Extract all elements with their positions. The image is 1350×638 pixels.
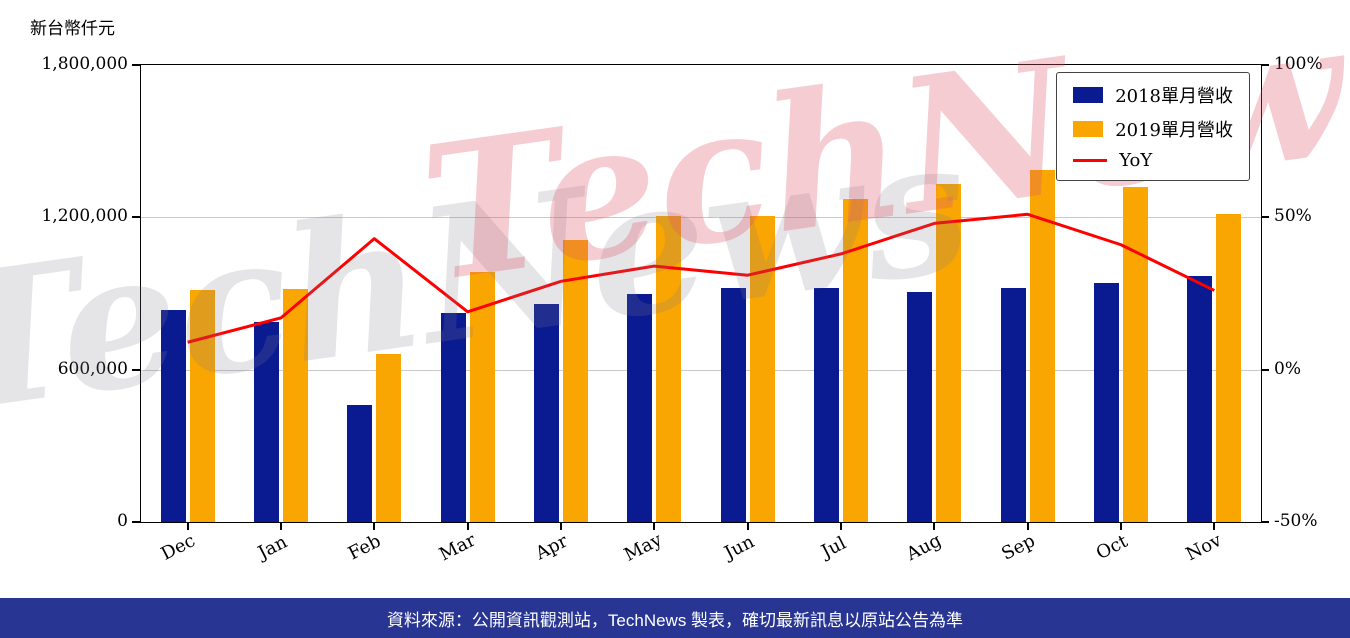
gridline: [141, 369, 1261, 371]
x-axis-tick-label: Oct: [1092, 530, 1132, 565]
bar-2019單月營收-Aug: [936, 184, 962, 522]
x-axis-tick-label: May: [621, 529, 666, 566]
x-axis-tick: [560, 522, 562, 530]
bar-2019單月營收-Dec: [189, 290, 215, 522]
x-axis-tick: [1026, 522, 1029, 530]
bar-2019單月營收-Apr: [563, 240, 588, 522]
bar-2019單月營收-Nov: [1216, 213, 1242, 522]
x-axis-tick-label: Aug: [903, 529, 946, 566]
bar-2018單月營收-Feb: [347, 405, 373, 522]
bar-2018單月營收-Apr: [534, 304, 559, 522]
y-axis-left-tick-label: 1,200,000: [41, 206, 128, 227]
source-footer: 資料來源：公開資訊觀測站，TechNews 製表，確切最新訊息以原站公告為準: [0, 598, 1350, 638]
x-axis-tick-label: Jun: [720, 531, 758, 564]
x-axis-tick-label: Feb: [345, 530, 385, 565]
y-axis-right-tick-label: 50%: [1274, 206, 1312, 227]
plot-area: [140, 64, 1262, 523]
y-axis-left-tick-label: 600,000: [57, 358, 128, 379]
y-axis-left-tick: [132, 216, 140, 219]
legend-swatch-yoy: [1073, 159, 1108, 162]
bar-2018單月營收-Mar: [440, 312, 466, 522]
x-axis-tick: [280, 522, 282, 530]
bar-2018單月營收-Dec: [160, 310, 186, 522]
bar-2018單月營收-Jul: [814, 288, 839, 522]
y-axis-left-tick: [132, 521, 140, 523]
x-axis-tick: [746, 522, 749, 530]
source-footer-text: 資料來源：公開資訊觀測站，TechNews 製表，確切最新訊息以原站公告為準: [386, 610, 964, 630]
legend-swatch-2018: [1073, 87, 1104, 103]
legend-swatch-2019: [1073, 121, 1104, 137]
legend-item-2019: 2019單月營收: [1073, 116, 1233, 142]
x-axis-tick-label: Dec: [157, 530, 199, 565]
x-axis-tick: [373, 522, 376, 530]
y-axis-right-tick: [1261, 521, 1269, 523]
y-axis-right-tick: [1261, 368, 1269, 371]
bar-2019單月營收-Feb: [376, 354, 402, 522]
y-axis-left-tick: [132, 368, 140, 371]
gridline: [141, 217, 1261, 219]
legend-item-2018: 2018單月營收: [1073, 82, 1233, 108]
x-axis-tick-label: Mar: [435, 529, 479, 566]
y-axis-left-tick: [132, 64, 140, 66]
bar-2018單月營收-Aug: [907, 292, 933, 522]
legend-label-yoy: YoY: [1119, 150, 1153, 171]
legend: 2018單月營收 2019單月營收 YoY: [1056, 72, 1250, 181]
legend-label-2018: 2018單月營收: [1115, 86, 1233, 107]
y-axis-unit-label: 新台幣仟元: [30, 19, 115, 39]
bar-2018單月營收-Jan: [254, 321, 279, 522]
legend-item-yoy: YoY: [1073, 150, 1233, 171]
x-axis-tick-label: Sep: [997, 530, 1039, 565]
x-axis-tick: [653, 522, 656, 530]
bar-2019單月營收-Oct: [1123, 186, 1148, 522]
y-axis-left-tick-label: 1,800,000: [41, 54, 128, 74]
yoy-line: [187, 212, 1215, 344]
x-axis-tick-label: Apr: [532, 530, 572, 565]
y-axis-right-tick-label: -50%: [1274, 511, 1318, 531]
x-axis-tick: [1213, 522, 1216, 530]
x-axis-tick: [186, 522, 189, 530]
bar-2018單月營收-Nov: [1187, 275, 1213, 522]
x-axis-tick: [1120, 522, 1122, 530]
bar-2018單月營收-Jun: [720, 288, 746, 522]
y-axis-left-tick-label: 0: [117, 511, 128, 531]
bar-2018單月營收-Oct: [1094, 283, 1119, 522]
bar-2019單月營收-Sep: [1029, 170, 1055, 522]
y-axis-right-tick: [1261, 216, 1269, 219]
bar-2019單月營收-Jan: [283, 288, 308, 522]
y-axis-right-tick: [1261, 64, 1269, 66]
bar-2018單月營收-Sep: [1000, 288, 1026, 522]
x-axis-tick-label: Jul: [818, 532, 850, 563]
bar-2019單月營收-Mar: [469, 271, 495, 522]
x-axis-tick: [466, 522, 469, 530]
x-axis-tick: [840, 522, 842, 530]
y-axis-right-tick-label: 100%: [1274, 54, 1323, 74]
x-axis-tick-label: Jan: [254, 531, 291, 564]
y-axis-right-tick-label: 0%: [1274, 358, 1301, 379]
legend-label-2019: 2019單月營收: [1115, 120, 1233, 141]
x-axis-tick: [933, 522, 936, 530]
bar-2019單月營收-Jun: [749, 216, 775, 522]
x-axis-tick-label: Nov: [1182, 529, 1226, 566]
bar-2018單月營收-May: [627, 293, 653, 522]
